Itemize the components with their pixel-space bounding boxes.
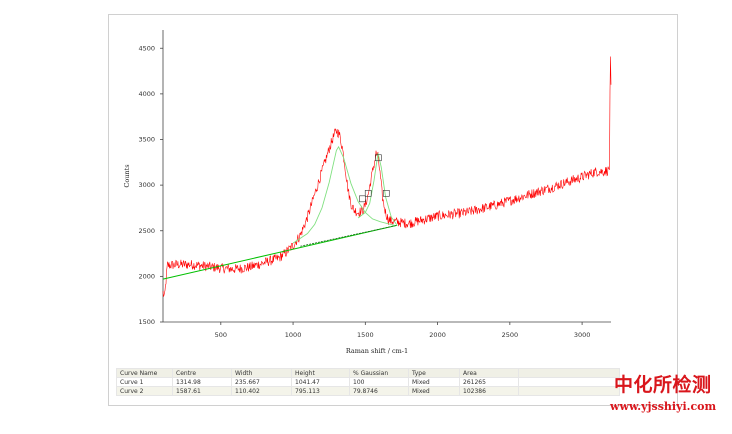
x-tick-label: 2000 (429, 331, 446, 339)
col-header-extra (518, 368, 620, 378)
y-tick-label: 1500 (138, 318, 155, 326)
peak-marker (375, 154, 382, 162)
cell-curve-name: Curve 2 (116, 386, 173, 396)
series-line-fit-3 (357, 153, 398, 226)
cell-height: 1041.47 (291, 377, 350, 387)
col-header-width: Width (231, 368, 292, 378)
x-tick-label: 1500 (357, 331, 374, 339)
y-tick-label: 4000 (138, 90, 155, 98)
cell-type: Mixed (408, 377, 460, 387)
x-tick-label: 500 (215, 331, 227, 339)
watermark-logo-text: 中化所检测 (614, 374, 712, 396)
y-tick-label: 2000 (138, 272, 155, 280)
cell-centre: 1314.98 (172, 377, 232, 387)
table-header-row: Curve Name Centre Width Height % Gaussia… (116, 368, 620, 378)
col-header-height: Height (291, 368, 350, 378)
curve-fit-table: Curve Name Centre Width Height % Gaussia… (116, 368, 620, 396)
x-tick-label: 3000 (574, 331, 591, 339)
cell-area: 261265 (459, 377, 519, 387)
cell-centre: 1587.61 (172, 386, 232, 396)
cell-height: 795.113 (291, 386, 350, 396)
series-line-spectrum (162, 56, 612, 297)
y-tick-label: 2500 (138, 227, 155, 235)
col-header-area: Area (459, 368, 519, 378)
table-row[interactable]: Curve 2 1587.61 110.402 795.113 79.8746 … (116, 386, 620, 396)
col-header-centre: Centre (172, 368, 232, 378)
col-header-curve-name: Curve Name (116, 368, 173, 378)
table-row[interactable]: Curve 1 1314.98 235.667 1041.47 100 Mixe… (116, 377, 620, 387)
peak-marker (382, 190, 390, 197)
x-tick-label: 2500 (502, 331, 519, 339)
cell-area: 102386 (459, 386, 519, 396)
series-line-fit-2 (292, 145, 395, 244)
baseline-overlay (300, 224, 398, 247)
cell-gaussian: 79.8746 (349, 386, 409, 396)
chart-frame (108, 14, 678, 406)
y-axis-label: Counts (123, 164, 131, 187)
y-tick-label: 4500 (138, 44, 155, 52)
cell-extra (518, 386, 620, 396)
cell-extra (518, 377, 620, 387)
peak-marker (359, 195, 366, 203)
peak-marker (364, 190, 372, 197)
x-tick-label: 1000 (285, 331, 302, 339)
col-header-gaussian: % Gaussian (349, 368, 409, 378)
cell-width: 110.402 (231, 386, 292, 396)
col-header-type: Type (408, 368, 460, 378)
watermark-url: www.yjsshiyi.com (610, 400, 717, 413)
series-line-baseline (162, 224, 398, 280)
cell-gaussian: 100 (349, 377, 409, 387)
cell-type: Mixed (408, 386, 460, 396)
y-tick-label: 3500 (138, 136, 155, 144)
x-axis-label: Raman shift / cm-1 (346, 347, 408, 355)
y-tick-label: 3000 (138, 181, 155, 189)
cell-curve-name: Curve 1 (116, 377, 173, 387)
cell-width: 235.667 (231, 377, 292, 387)
